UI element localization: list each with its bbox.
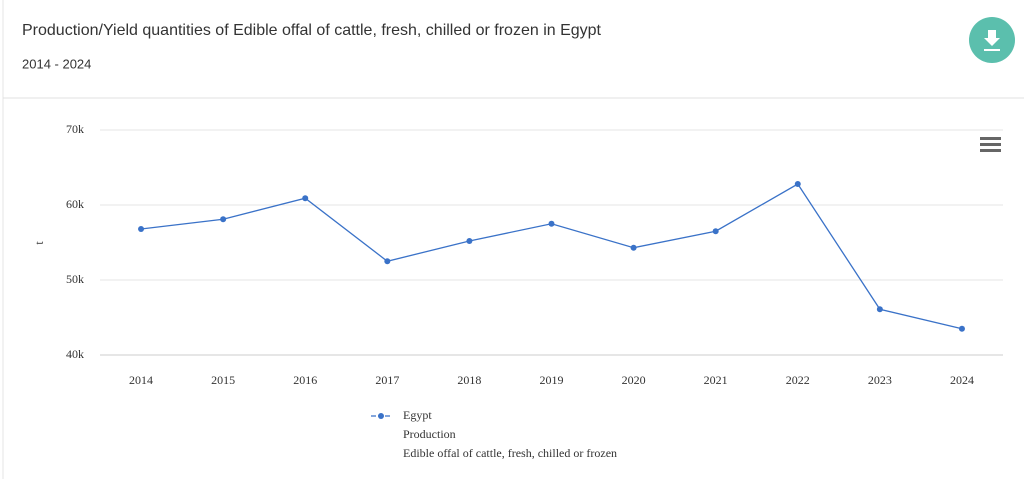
series-line <box>140 183 963 330</box>
download-icon[interactable] <box>984 30 1000 51</box>
menu-button[interactable] <box>980 137 1001 152</box>
y-tick-label: 40k <box>66 347 84 361</box>
data-point <box>466 238 473 244</box>
menu-bar[interactable] <box>980 143 1001 146</box>
x-tick-label: 2024 <box>950 373 974 387</box>
x-tick-label: 2023 <box>868 373 892 387</box>
legend-item: Edible offal of cattle, fresh, chilled o… <box>403 446 617 460</box>
legend-marker <box>378 413 384 419</box>
legend: Egypt Production Edible offal of cattle,… <box>403 408 617 460</box>
chart-title: Production/Yield quantities of Edible of… <box>22 22 602 39</box>
x-tick-label: 2016 <box>293 373 317 387</box>
data-point <box>876 306 883 313</box>
y-axis-label: t <box>32 241 46 245</box>
data-point <box>302 195 309 202</box>
data-point <box>630 244 637 251</box>
y-tick-label: 50k <box>66 272 84 286</box>
data-point <box>794 181 801 187</box>
chart-subtitle: 2014 - 2024 <box>22 56 91 71</box>
x-tick-label: 2017 <box>375 373 399 387</box>
x-tick-label: 2021 <box>704 373 728 387</box>
x-tick-label: 2022 <box>786 373 810 387</box>
data-point <box>138 226 145 232</box>
x-tick-label: 2019 <box>540 373 564 387</box>
download-button[interactable] <box>969 17 1015 63</box>
legend-element: Production <box>403 427 456 441</box>
legend-label: Egypt <box>403 408 432 422</box>
data-point <box>220 216 227 223</box>
x-tick-label: 2014 <box>129 373 153 387</box>
y-tick-label: 70k <box>66 122 84 136</box>
data-point <box>548 220 555 227</box>
menu-bar[interactable] <box>980 149 1001 152</box>
data-point <box>384 258 391 265</box>
x-tick-label: 2015 <box>211 373 235 387</box>
y-tick-label: 60k <box>66 197 84 211</box>
data-point <box>712 228 719 235</box>
menu-bar[interactable] <box>980 137 1001 140</box>
x-tick-label: 2020 <box>622 373 646 387</box>
x-tick-label: 2018 <box>457 373 481 387</box>
data-point <box>958 325 965 332</box>
